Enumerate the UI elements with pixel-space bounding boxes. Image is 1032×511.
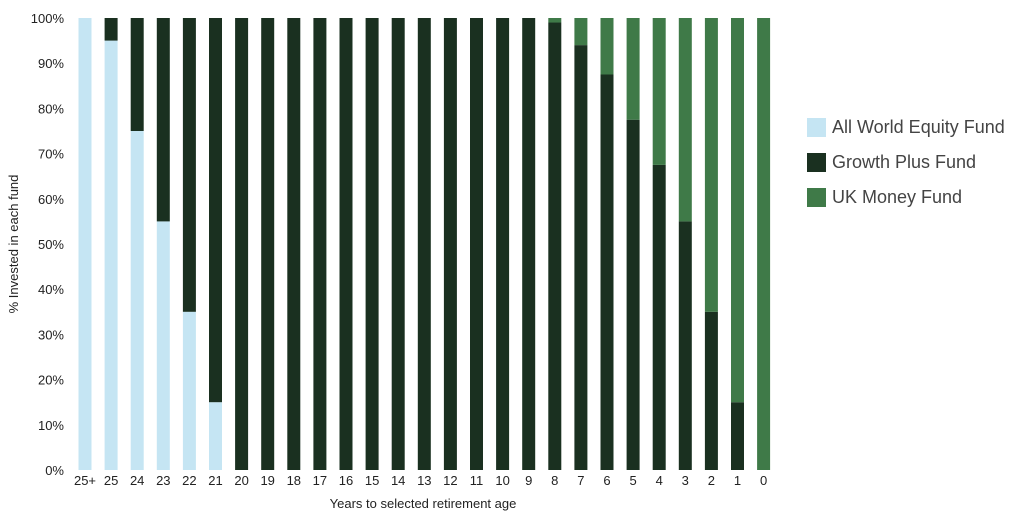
legend-label-growth-plus: Growth Plus Fund: [832, 152, 977, 172]
y-tick-label: 40%: [38, 282, 64, 297]
bar-all-world-equity-fund: [130, 131, 144, 470]
legend-label-uk-money: UK Money Fund: [832, 187, 963, 207]
bar-growth-plus-fund: [287, 18, 301, 470]
y-tick-label: 70%: [38, 147, 64, 162]
x-tick-label: 19: [260, 473, 274, 488]
legend-item: UK Money Fund: [807, 180, 1005, 215]
x-axis-title: Years to selected retirement age: [330, 496, 517, 511]
y-tick-label: 10%: [38, 418, 64, 433]
bar-all-world-equity-fund: [182, 311, 196, 470]
x-tick-label: 20: [234, 473, 248, 488]
x-tick-label: 14: [391, 473, 405, 488]
x-axis-ticks: 25+ 25 24 23 22 21 20 19 18 17 16 15 14 13 12 11 10 9 8 7 6 5…: [74, 473, 767, 488]
y-tick-label: 0%: [45, 463, 64, 478]
x-tick-label: 25: [104, 473, 118, 488]
y-tick-label: 30%: [38, 327, 64, 342]
legend-swatch-uk-money: [807, 188, 826, 207]
x-tick-label: 8: [551, 473, 558, 488]
bar-uk-money-fund: [704, 18, 718, 312]
bar-growth-plus-fund: [130, 18, 144, 131]
bar-growth-plus-fund: [496, 18, 510, 470]
x-tick-label: 17: [313, 473, 327, 488]
legend-item: Growth Plus Fund: [807, 145, 1005, 180]
legend-label-all-world-equity: All World Equity Fund: [832, 117, 1005, 137]
bar-uk-money-fund: [757, 18, 771, 470]
legend-swatch-all-world-equity: [807, 118, 826, 137]
x-tick-label: 18: [287, 473, 301, 488]
bar-uk-money-fund: [548, 18, 562, 23]
x-tick-label: 25+: [74, 473, 96, 488]
x-tick-label: 2: [708, 473, 715, 488]
legend-swatch-growth-plus: [807, 153, 826, 172]
x-tick-label: 6: [603, 473, 610, 488]
bar-growth-plus-fund: [365, 18, 379, 470]
bar-growth-plus-fund: [417, 18, 431, 470]
bar-all-world-equity-fund: [78, 18, 92, 470]
legend: All World Equity Fund Growth Plus Fund U…: [807, 110, 1005, 215]
bar-growth-plus-fund: [574, 45, 588, 471]
x-tick-label: 1: [734, 473, 741, 488]
y-axis-ticks: 0% 10% 20% 30% 40% 50% 60% 70% 80% 90% 100%: [31, 11, 65, 478]
bar-growth-plus-fund: [313, 18, 327, 470]
x-tick-label: 0: [760, 473, 767, 488]
bar-uk-money-fund: [626, 18, 640, 120]
x-tick-label: 10: [495, 473, 509, 488]
bar-growth-plus-fund: [600, 74, 614, 470]
x-tick-label: 5: [629, 473, 636, 488]
bar-growth-plus-fund: [470, 18, 483, 470]
y-tick-label: 20%: [38, 373, 64, 388]
bar-uk-money-fund: [678, 18, 692, 222]
bar-all-world-equity-fund: [209, 402, 222, 470]
y-tick-label: 80%: [38, 101, 64, 116]
x-tick-label: 9: [525, 473, 532, 488]
bar-growth-plus-fund: [652, 164, 666, 470]
bar-growth-plus-fund: [339, 18, 353, 470]
bar-growth-plus-fund: [678, 221, 692, 470]
bar-growth-plus-fund: [443, 18, 457, 470]
x-tick-label: 16: [339, 473, 353, 488]
x-tick-label: 15: [365, 473, 379, 488]
y-tick-label: 100%: [31, 11, 65, 26]
bar-growth-plus-fund: [626, 119, 640, 470]
x-tick-label: 21: [208, 473, 222, 488]
x-tick-label: 4: [656, 473, 663, 488]
bar-uk-money-fund: [574, 18, 588, 46]
bars: [78, 18, 771, 471]
bar-growth-plus-fund: [704, 311, 718, 470]
bar-growth-plus-fund: [261, 18, 275, 470]
bar-growth-plus-fund: [182, 18, 196, 312]
bar-all-world-equity-fund: [156, 221, 170, 470]
bar-growth-plus-fund: [522, 18, 536, 470]
bar-growth-plus-fund: [391, 18, 405, 470]
y-axis-title: % Invested in each fund: [6, 175, 21, 314]
x-tick-label: 23: [156, 473, 170, 488]
x-tick-label: 13: [417, 473, 431, 488]
legend-item: All World Equity Fund: [807, 110, 1005, 145]
x-tick-label: 7: [577, 473, 584, 488]
bar-growth-plus-fund: [209, 18, 222, 403]
bar-all-world-equity-fund: [104, 40, 118, 470]
x-tick-label: 12: [443, 473, 457, 488]
bar-uk-money-fund: [600, 18, 614, 75]
bar-growth-plus-fund: [235, 18, 249, 470]
bar-growth-plus-fund: [731, 402, 744, 470]
x-tick-label: 11: [470, 473, 484, 488]
x-tick-label: 24: [130, 473, 144, 488]
x-tick-label: 3: [682, 473, 689, 488]
y-tick-label: 50%: [38, 237, 64, 252]
bar-growth-plus-fund: [548, 22, 562, 471]
bar-uk-money-fund: [731, 18, 744, 403]
y-tick-label: 60%: [38, 192, 64, 207]
bar-growth-plus-fund: [104, 18, 118, 41]
x-tick-label: 22: [182, 473, 196, 488]
bar-growth-plus-fund: [156, 18, 170, 222]
y-tick-label: 90%: [38, 56, 64, 71]
bar-uk-money-fund: [652, 18, 666, 165]
